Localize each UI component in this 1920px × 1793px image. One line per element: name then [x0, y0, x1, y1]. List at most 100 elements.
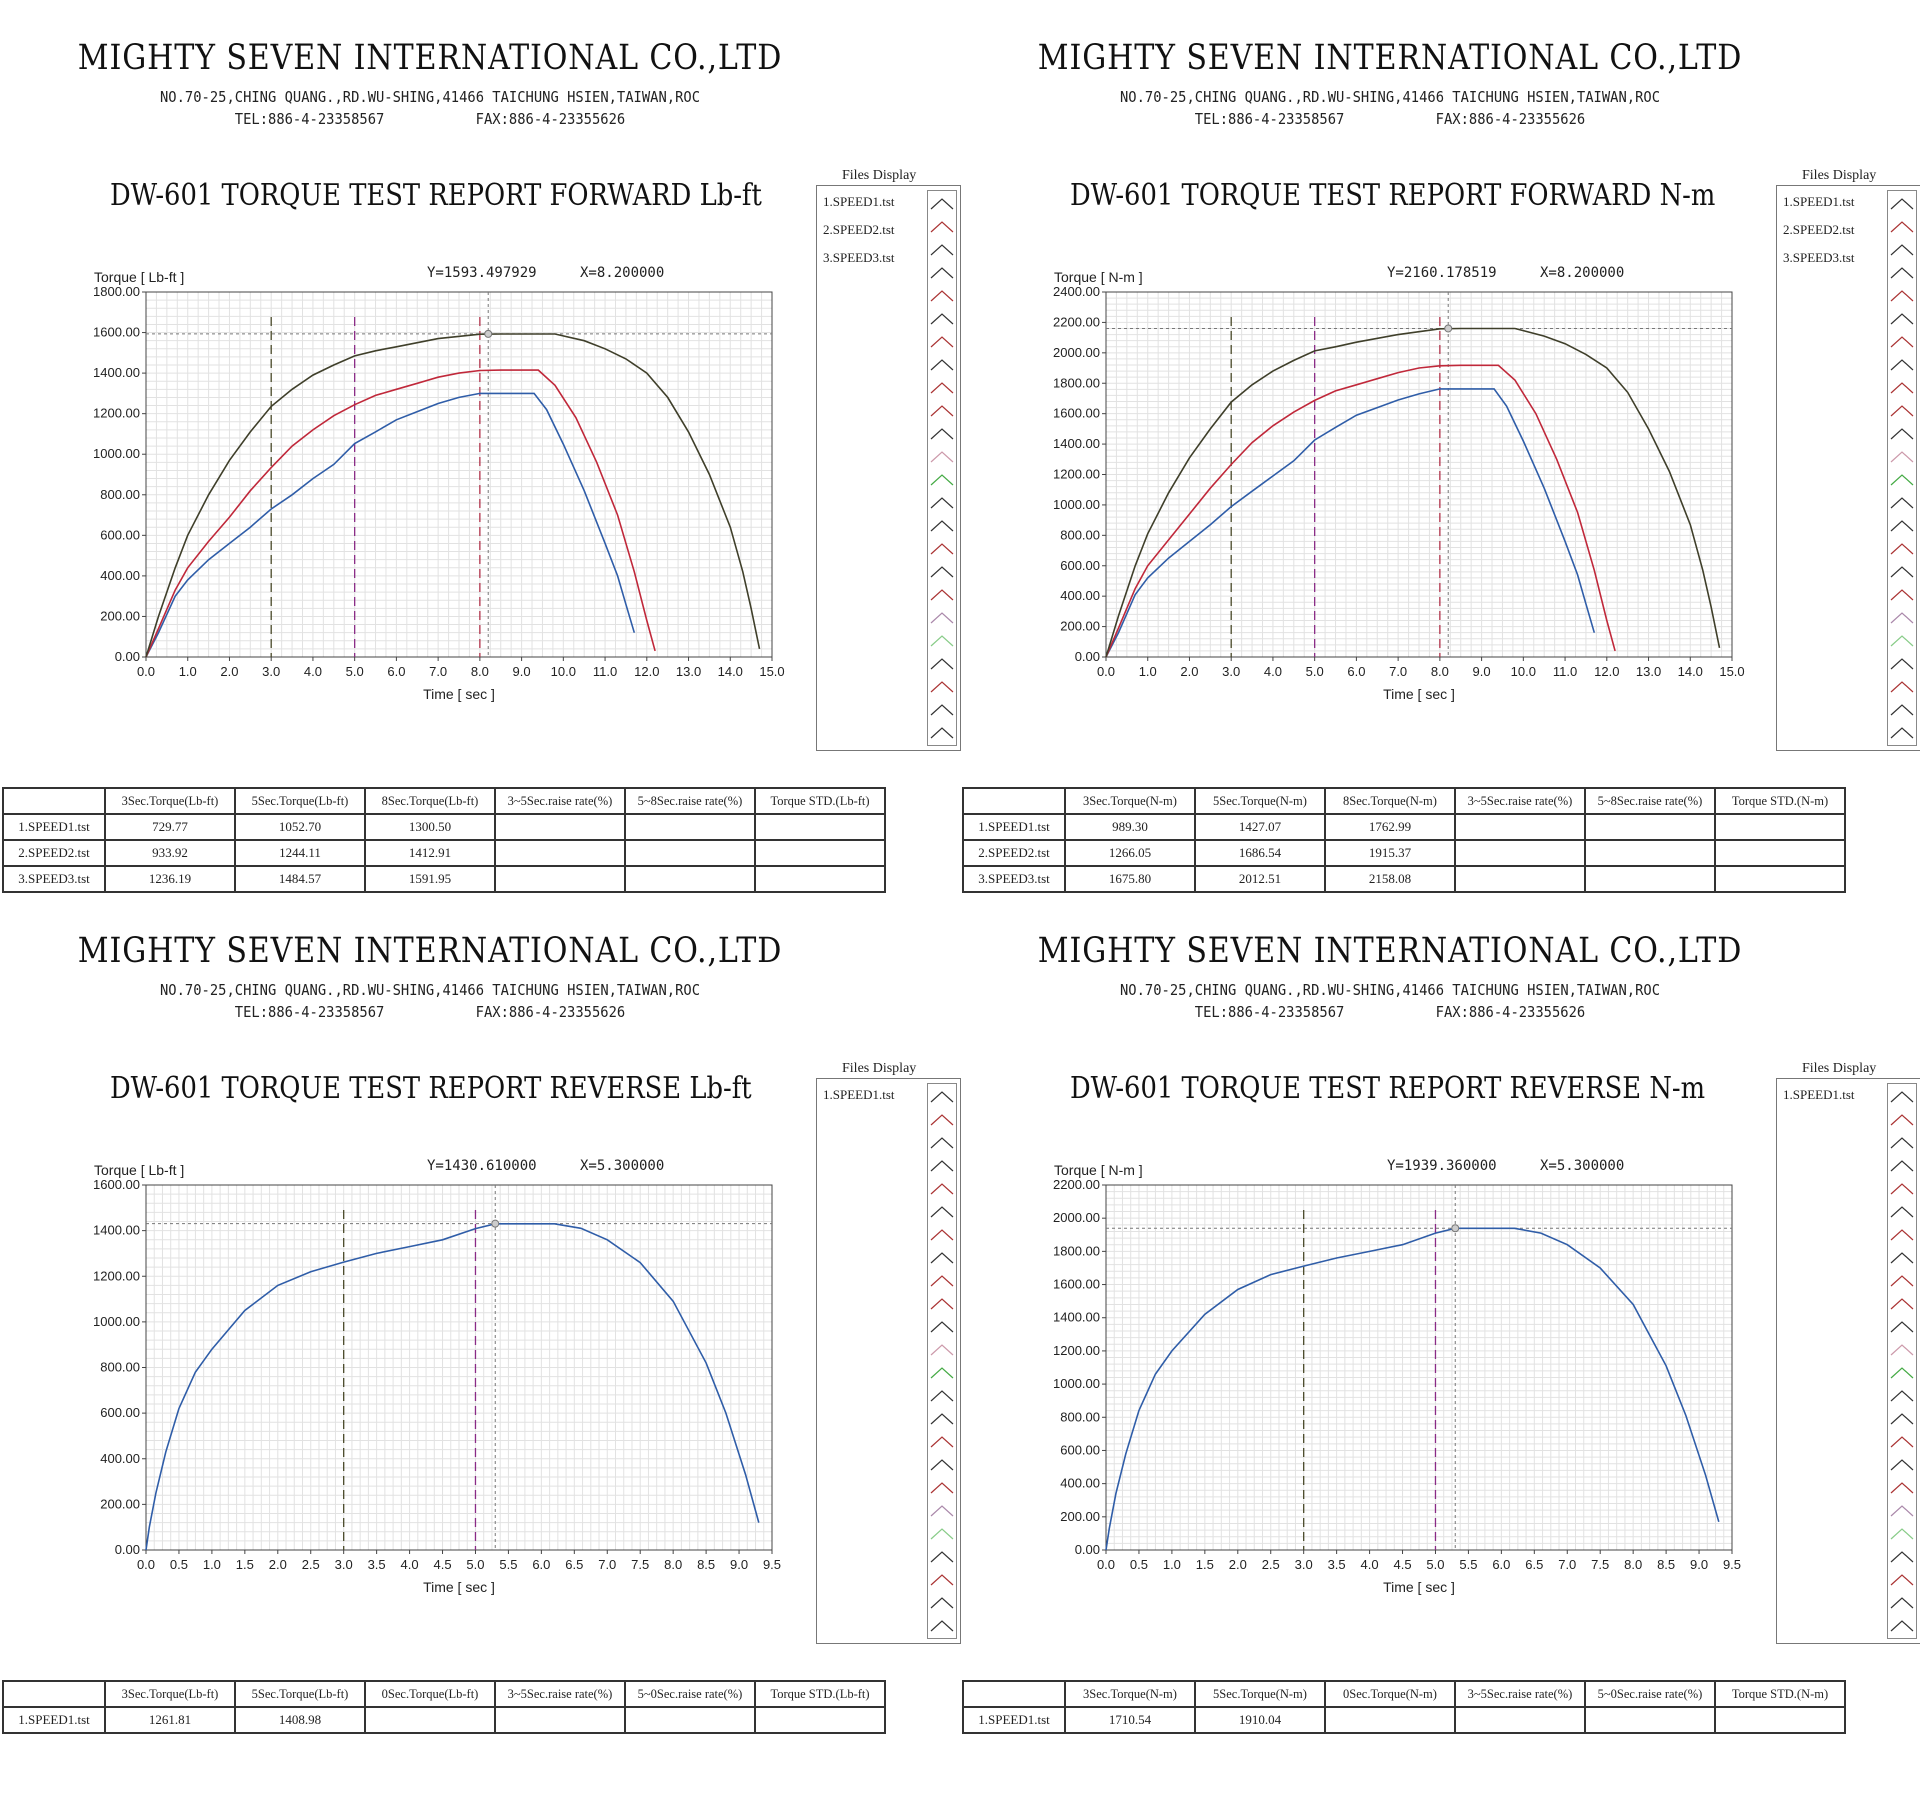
x-axis-label: Time [ sec ]: [1383, 1579, 1455, 1595]
table-cell: [1714, 839, 1846, 867]
file-color-swatch: [930, 704, 954, 716]
x-tick-label: 7.0: [1389, 664, 1407, 679]
file-color-swatch: [930, 1160, 954, 1172]
table-cell: 1052.70: [234, 813, 366, 841]
file-color-swatch: [930, 1459, 954, 1471]
files-display-label: Files Display: [842, 168, 917, 183]
table-cell: 1236.19: [104, 865, 236, 893]
company-name: MIGHTY SEVEN INTERNATIONAL CO.,LTD: [1037, 931, 1743, 971]
y-tick-label: 1400.00: [93, 365, 140, 380]
table-header-cell: 8Sec.Torque(N-m): [1324, 787, 1456, 815]
file-color-swatch: [1890, 1206, 1914, 1218]
file-color-strip: [927, 1083, 957, 1639]
series-line: [1105, 364, 1616, 658]
x-tick-label: 4.5: [1393, 1557, 1411, 1572]
x-tick-label: 12.0: [634, 664, 659, 679]
file-color-swatch: [1890, 1482, 1914, 1494]
file-color-swatch: [1890, 405, 1914, 417]
readout-y: Y=2160.178519: [1387, 265, 1497, 281]
x-tick-label: 6.0: [1347, 664, 1365, 679]
table-row: 2.SPEED2.tst 1266.05 1686.54 1915.37: [962, 839, 1846, 867]
x-tick-label: 4.0: [1264, 664, 1282, 679]
x-tick-label: 9.0: [730, 1557, 748, 1572]
table-cell: [1714, 813, 1846, 841]
file-color-swatch: [1890, 1528, 1914, 1540]
file-color-swatch: [930, 1413, 954, 1425]
file-color-swatch: [1890, 635, 1914, 647]
file-item[interactable]: 1.SPEED1.tst: [1783, 1087, 1855, 1102]
file-color-swatch: [1890, 1252, 1914, 1264]
y-tick-label: 800.00: [100, 487, 140, 502]
file-item[interactable]: 1.SPEED1.tst: [1783, 194, 1855, 209]
y-tick-label: 1000.00: [1053, 497, 1100, 512]
x-tick-label: 9.5: [1723, 1557, 1741, 1572]
report-title: DW-601 TORQUE TEST REPORT FORWARD N-m: [1070, 178, 1716, 213]
file-color-swatch: [1890, 428, 1914, 440]
files-display-panel[interactable]: 1.SPEED1.tst 2.SPEED2.tst 3.SPEED3.tst: [816, 185, 961, 751]
file-item[interactable]: 2.SPEED2.tst: [1783, 222, 1855, 237]
file-color-swatch: [930, 1367, 954, 1379]
table-cell: [494, 1706, 626, 1734]
table-header-cell: Torque STD.(Lb-ft): [754, 787, 886, 815]
x-tick-label: 0.0: [1097, 1557, 1115, 1572]
file-color-swatch: [930, 681, 954, 693]
file-color-swatch: [1890, 198, 1914, 210]
readout-x: X=5.300000: [580, 1158, 665, 1174]
file-color-swatch: [930, 1436, 954, 1448]
x-tick-label: 9.0: [1690, 1557, 1708, 1572]
x-tick-label: 3.0: [335, 1557, 353, 1572]
y-tick-label: 600.00: [1060, 558, 1100, 573]
file-item[interactable]: 2.SPEED2.tst: [823, 222, 895, 237]
file-item[interactable]: 3.SPEED3.tst: [1783, 250, 1855, 265]
table-header-cell: Torque STD.(Lb-ft): [754, 1680, 886, 1708]
file-color-swatch: [930, 589, 954, 601]
file-color-swatch: [1890, 221, 1914, 233]
readout-y: Y=1593.497929: [427, 265, 537, 281]
file-color-swatch: [930, 1597, 954, 1609]
table-cell: 2.SPEED2.tst: [2, 839, 106, 867]
crosshair-point: [1444, 324, 1453, 333]
series-line: [145, 1223, 760, 1551]
table-cell: 1484.57: [234, 865, 366, 893]
y-tick-label: 2000.00: [1053, 345, 1100, 360]
file-color-swatch: [1890, 520, 1914, 532]
file-color-swatch: [1890, 1367, 1914, 1379]
table-cell: [1454, 865, 1586, 893]
table-header-cell: 3Sec.Torque(N-m): [1064, 787, 1196, 815]
plot-frame: [1105, 1184, 1733, 1551]
file-item[interactable]: 1.SPEED1.tst: [823, 194, 895, 209]
company-tel: TEL:886-4-23358567: [1194, 1003, 1345, 1021]
file-color-swatch: [1890, 658, 1914, 670]
file-color-swatch: [1890, 290, 1914, 302]
file-color-swatch: [1890, 1436, 1914, 1448]
file-item[interactable]: 1.SPEED1.tst: [823, 1087, 895, 1102]
file-item[interactable]: 3.SPEED3.tst: [823, 250, 895, 265]
table-header-row: 3Sec.Torque(Lb-ft) 5Sec.Torque(Lb-ft) 8S…: [2, 787, 886, 815]
file-color-swatch: [1890, 451, 1914, 463]
files-display-panel[interactable]: 1.SPEED1.tst 2.SPEED2.tst 3.SPEED3.tst: [1776, 185, 1920, 751]
table-cell: [624, 865, 756, 893]
y-tick-label: 1600.00: [93, 325, 140, 340]
table-cell: 1910.04: [1194, 1706, 1326, 1734]
company-fax: FAX:886-4-23355626: [1435, 1003, 1586, 1021]
table-header-cell: [2, 787, 106, 815]
table-cell: 1427.07: [1194, 813, 1326, 841]
files-display-panel[interactable]: 1.SPEED1.tst: [816, 1078, 961, 1644]
files-display-panel[interactable]: 1.SPEED1.tst: [1776, 1078, 1920, 1644]
table-header-cell: 3~5Sec.raise rate(%): [1454, 787, 1586, 815]
file-color-swatch: [930, 1183, 954, 1195]
company-tel: TEL:886-4-23358567: [234, 1003, 385, 1021]
x-tick-label: 4.0: [1361, 1557, 1379, 1572]
x-tick-label: 6.0: [387, 664, 405, 679]
report-panel-forward-lbft: MIGHTY SEVEN INTERNATIONAL CO.,LTD NO.70…: [0, 0, 961, 900]
table-row: 2.SPEED2.tst 933.92 1244.11 1412.91: [2, 839, 886, 867]
file-color-swatch: [1890, 244, 1914, 256]
x-tick-label: 1.0: [1139, 664, 1157, 679]
x-tick-label: 6.0: [532, 1557, 550, 1572]
summary-table: 3Sec.Torque(N-m) 5Sec.Torque(N-m) 0Sec.T…: [962, 1680, 1846, 1734]
table-header-cell: 3~5Sec.raise rate(%): [494, 1680, 626, 1708]
file-color-swatch: [930, 451, 954, 463]
x-tick-label: 3.5: [1328, 1557, 1346, 1572]
company-contact: TEL:886-4-23358567 FAX:886-4-23355626: [994, 110, 1785, 128]
x-tick-label: 3.0: [262, 664, 280, 679]
